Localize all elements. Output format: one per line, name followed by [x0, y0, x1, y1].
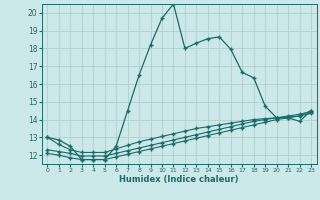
X-axis label: Humidex (Indice chaleur): Humidex (Indice chaleur)	[119, 175, 239, 184]
